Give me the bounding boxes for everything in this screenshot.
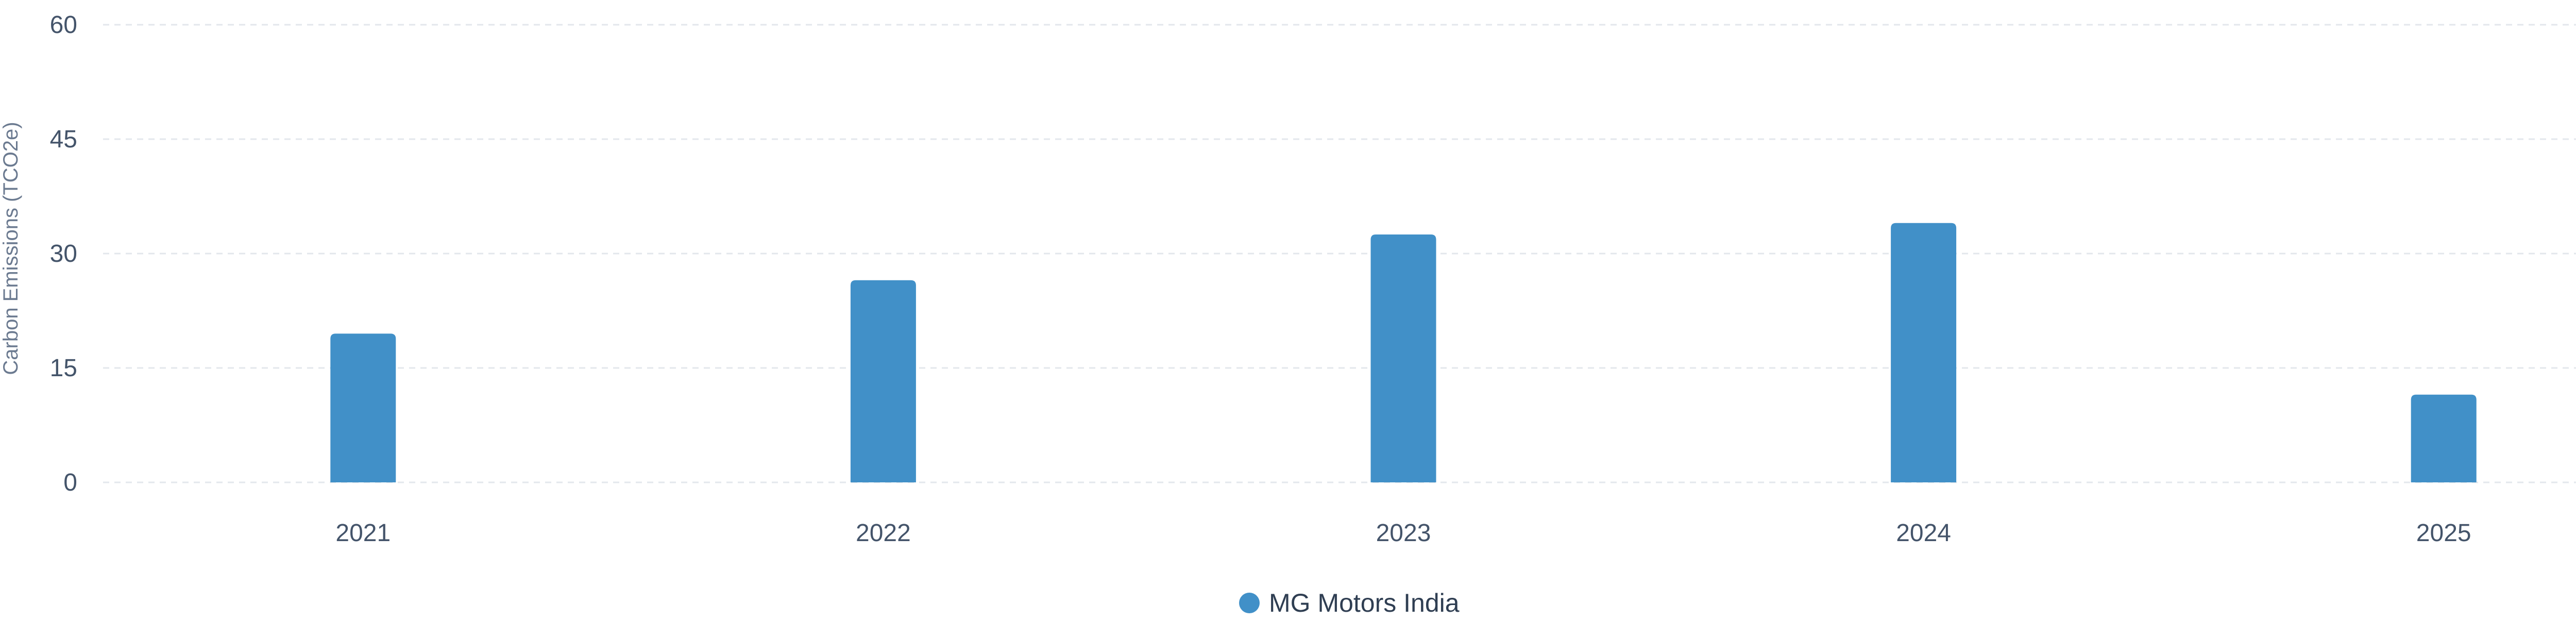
gridlines: [103, 24, 2576, 483]
x-tick-label-2025: 2025: [2416, 519, 2471, 547]
bar-2023[interactable]: [1370, 234, 1436, 482]
x-tick-label-2024: 2024: [1896, 519, 1951, 547]
bar-2021[interactable]: [330, 333, 396, 482]
y-tick-label: 60: [50, 11, 77, 39]
y-tick-label: 30: [50, 240, 77, 267]
y-axis-ticks: 0 15 30 45 60: [50, 11, 77, 496]
legend-label-mg-motors-india: MG Motors India: [1269, 589, 1460, 617]
x-tick-label-2023: 2023: [1376, 519, 1431, 547]
legend[interactable]: MG Motors India: [1239, 589, 1460, 617]
x-axis-ticks: 2021 2022 2023 2024 2025: [335, 519, 2471, 547]
y-axis-title: Carbon Emissions (TCO2e): [0, 122, 22, 375]
bar-2022[interactable]: [850, 280, 916, 482]
bar-2025[interactable]: [2411, 394, 2477, 482]
bars: [330, 223, 2477, 482]
x-tick-label-2021: 2021: [335, 519, 391, 547]
legend-swatch-mg-motors-india: [1239, 593, 1260, 613]
y-tick-label: 0: [63, 469, 77, 496]
y-tick-label: 45: [50, 126, 77, 153]
x-tick-label-2022: 2022: [856, 519, 911, 547]
y-tick-label: 15: [50, 355, 77, 382]
bar-2024[interactable]: [1891, 223, 1957, 482]
